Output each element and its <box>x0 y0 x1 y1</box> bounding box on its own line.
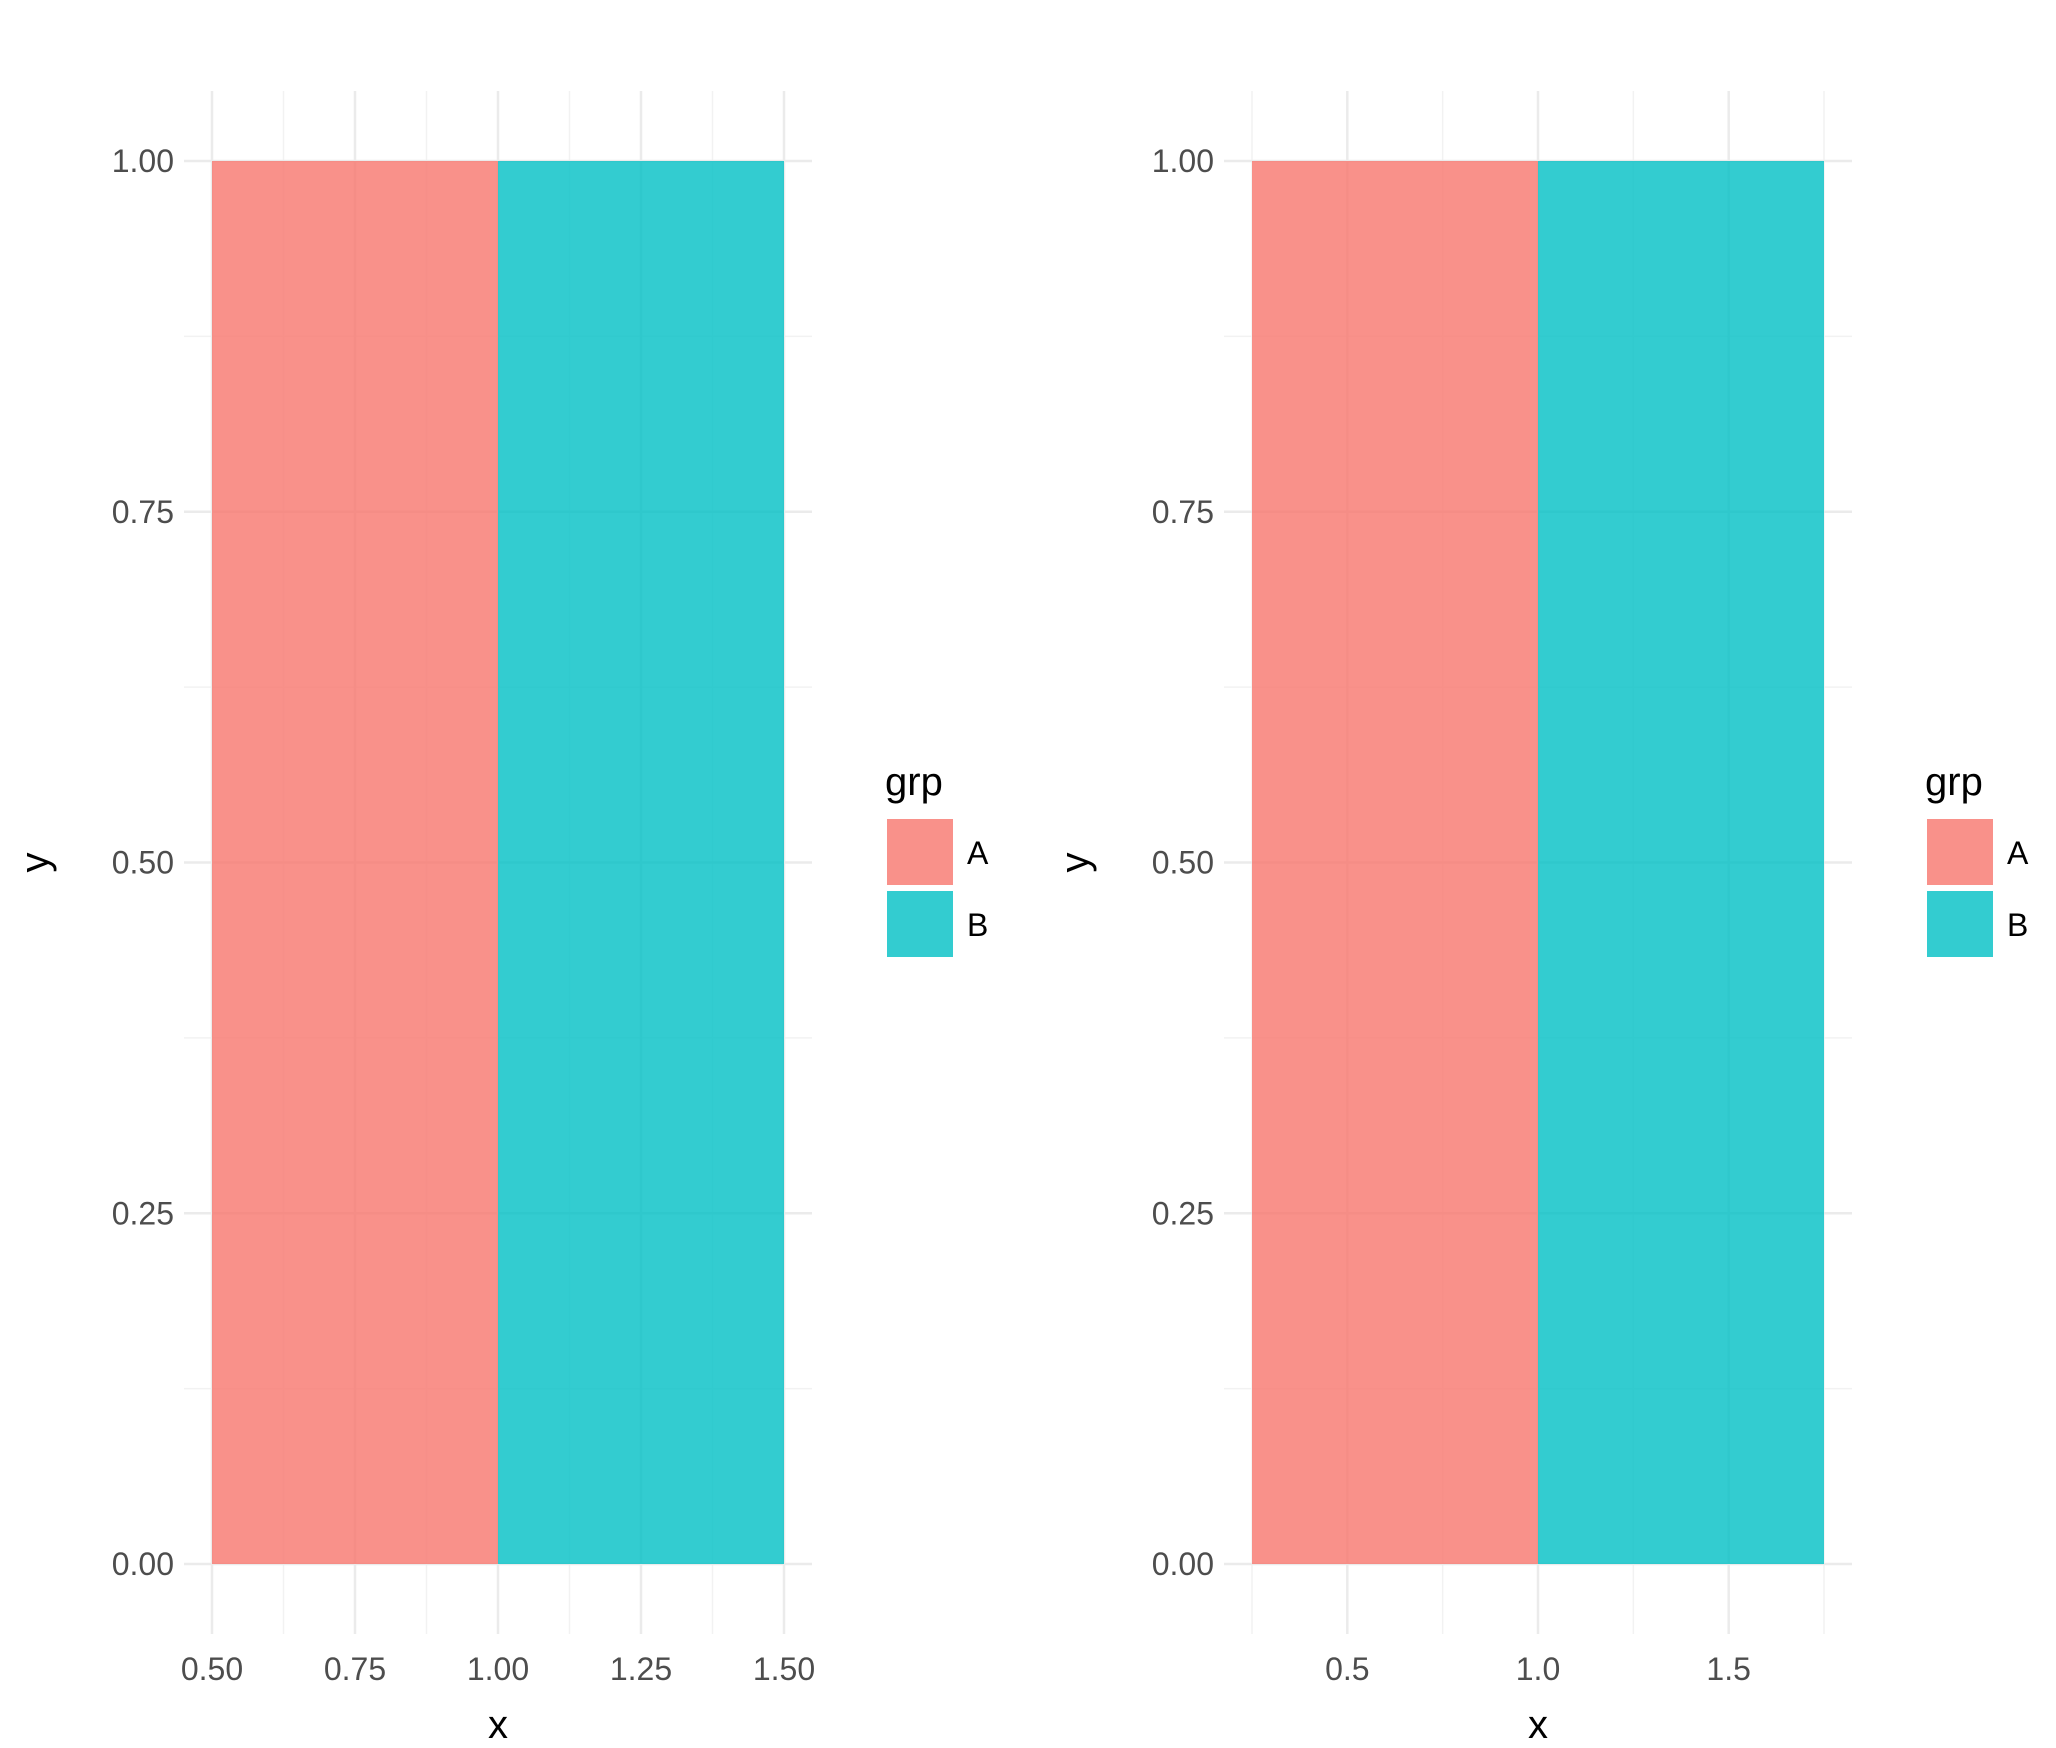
chart-panel-right: 0.5 1.0 1.5 0.00 0.25 0.50 0.75 1.00 x y grp AB <box>1053 91 2029 1747</box>
x-axis-title: x <box>488 1703 508 1743</box>
x-tick-label: 1.5 <box>1706 1651 1750 1687</box>
bar-a <box>1252 161 1538 1564</box>
x-tick-label: 0.5 <box>1325 1651 1369 1687</box>
bar-b <box>498 161 784 1564</box>
y-tick-label: 0.50 <box>1152 845 1214 881</box>
legend-label-b: B <box>2007 907 2028 943</box>
y-axis-title: y <box>13 853 57 873</box>
legend-title: grp <box>885 760 943 804</box>
legend-key-a <box>887 819 953 885</box>
x-tick-label: 1.00 <box>467 1651 529 1687</box>
legend: grp AB <box>885 760 989 957</box>
legend-label-a: A <box>967 835 989 871</box>
legend: grp AB <box>1925 760 2029 957</box>
legend-label-b: B <box>967 907 988 943</box>
y-tick-label: 0.50 <box>112 845 174 881</box>
y-tick-label: 0.25 <box>1152 1195 1214 1231</box>
y-tick-label: 0.00 <box>1152 1546 1214 1582</box>
legend-key-b <box>887 891 953 957</box>
y-axis-title: y <box>1053 853 1097 873</box>
x-tick-label: 0.50 <box>181 1651 243 1687</box>
y-tick-label: 0.25 <box>112 1195 174 1231</box>
bar-a <box>212 161 498 1564</box>
legend-key-b <box>1927 891 1993 957</box>
chart-panel-left: 0.50 0.75 1.00 1.25 1.50 0.00 0.25 0.50 0.75 1.00… <box>13 91 989 1747</box>
legend-title: grp <box>1925 760 1983 804</box>
x-axis-title: x <box>1528 1703 1548 1743</box>
y-tick-label: 0.00 <box>112 1546 174 1582</box>
x-tick-label: 0.75 <box>324 1651 386 1687</box>
legend-label-a: A <box>2007 835 2029 871</box>
legend-key-a <box>1927 819 1993 885</box>
y-tick-label: 1.00 <box>112 143 174 179</box>
x-tick-label: 1.0 <box>1516 1651 1560 1687</box>
y-tick-label: 0.75 <box>112 494 174 530</box>
y-tick-label: 1.00 <box>1152 143 1214 179</box>
y-tick-label: 0.75 <box>1152 494 1214 530</box>
x-tick-label: 1.25 <box>610 1651 672 1687</box>
x-tick-label: 1.50 <box>753 1651 815 1687</box>
bar-b <box>1538 161 1824 1564</box>
